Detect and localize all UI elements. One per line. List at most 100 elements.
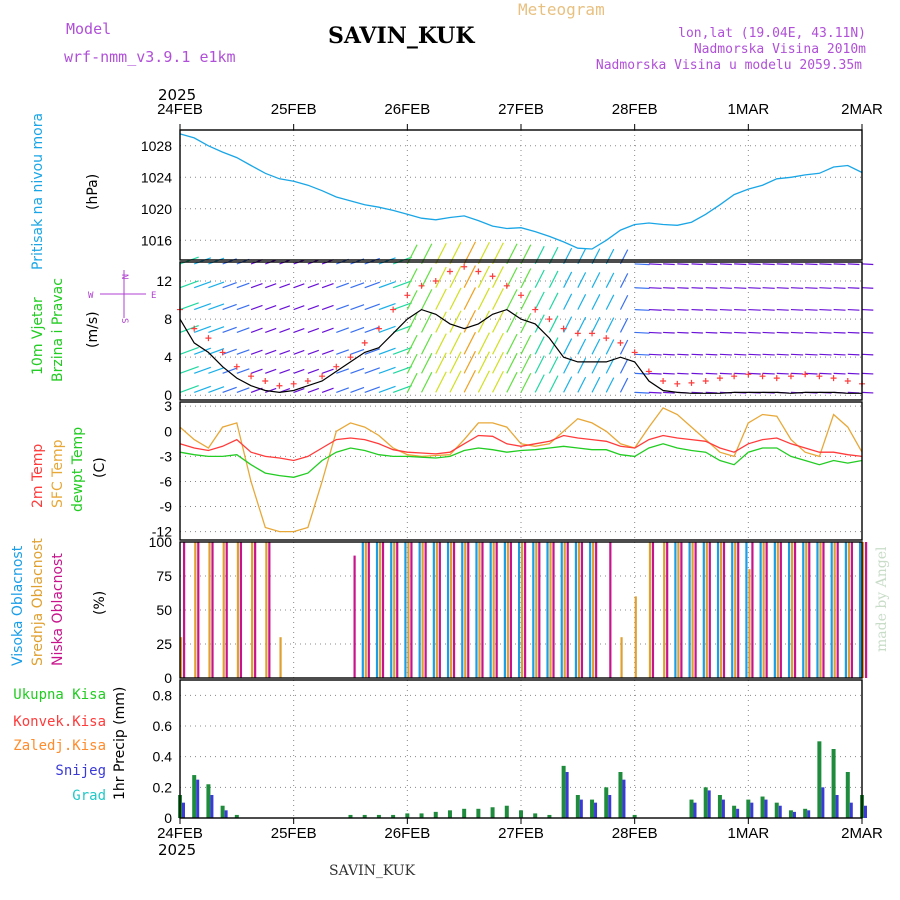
wind-arrow	[648, 263, 662, 266]
wind-arrow	[406, 244, 418, 265]
precip-bar	[348, 814, 353, 818]
wind-arrow	[520, 290, 532, 310]
precip-bar	[845, 772, 850, 818]
precip-bar	[788, 810, 793, 818]
wind-arrow	[463, 287, 476, 310]
cloud-bar	[688, 542, 691, 678]
wind-gust-marker	[773, 375, 780, 382]
temp-units: (C)	[92, 457, 108, 478]
wind-arrow	[790, 308, 804, 311]
wind-arrow	[279, 328, 291, 333]
cloud-bar	[478, 542, 481, 678]
cloud-units: (%)	[92, 591, 108, 615]
wind-panel-frame	[179, 261, 863, 401]
wind-arrow	[790, 353, 804, 356]
cloud-bar	[532, 542, 535, 678]
precip-tick-label: 0.6	[153, 718, 173, 734]
temp-2m-label: 2m Temp	[30, 444, 46, 508]
wind-arrow	[663, 287, 675, 289]
cloud-bar	[381, 542, 385, 678]
precip-bar	[419, 813, 424, 818]
snow-bar	[864, 805, 867, 818]
wind-arrow	[293, 283, 305, 289]
wind-arrow	[350, 386, 365, 393]
cloud-bar	[410, 542, 413, 678]
cloud-bar	[183, 542, 186, 678]
wind-arrow	[762, 263, 775, 266]
wind-arrow	[734, 287, 747, 289]
time-label-top: 26FEB	[384, 101, 430, 118]
wind-arrow	[762, 353, 775, 356]
pressure-units: (hPa)	[85, 174, 101, 210]
wind-arrow	[279, 368, 291, 374]
time-label-bottom: 28FEB	[612, 825, 658, 842]
snow-bar	[182, 802, 185, 818]
wind-arrow	[364, 386, 380, 393]
wind-arrow	[790, 263, 804, 266]
wind-gust-marker	[731, 373, 738, 380]
wind-arrow	[605, 294, 615, 310]
wind-arrow	[861, 263, 874, 266]
wind-tick-label: 4	[164, 349, 172, 365]
wind-arrow	[819, 263, 832, 266]
cloud-bar	[492, 542, 495, 678]
wind-gust-marker	[404, 292, 411, 299]
time-label-top: 1MAR	[727, 101, 769, 118]
precip-bar	[547, 814, 552, 818]
wind-arrow	[463, 350, 476, 374]
cloud-bar	[552, 542, 555, 678]
sfc-temp-line	[179, 407, 863, 533]
pressure-tick-label: 1020	[141, 201, 172, 217]
wind-arrow	[435, 352, 447, 374]
cloud-bar	[705, 542, 708, 678]
snow-bar	[622, 779, 626, 818]
wind-arrow	[577, 338, 587, 355]
cloud-bar	[251, 542, 254, 678]
wind-gust-marker	[645, 368, 652, 375]
precip-bar	[476, 808, 481, 818]
footer-station: SAVIN_KUK	[329, 863, 416, 879]
wind-arrow	[179, 280, 199, 289]
wind-arrow	[776, 331, 789, 334]
cloud-bar	[765, 542, 768, 678]
wind-arrow	[194, 385, 212, 393]
wind-arrow	[293, 327, 305, 333]
precip-bar	[206, 784, 211, 818]
wind-gust-marker	[518, 292, 524, 299]
wind-arrow	[591, 338, 601, 355]
wind-gust-marker	[574, 330, 581, 337]
wind-gust-marker	[205, 335, 212, 342]
precip-bar	[732, 805, 737, 818]
cloud-bar	[844, 542, 847, 678]
wind-arrow	[279, 283, 291, 289]
wind-arrow	[591, 272, 601, 288]
wind-arrow	[534, 355, 545, 374]
snow-bar	[764, 799, 768, 818]
cloud-bar	[509, 542, 512, 678]
wind-gust-marker	[248, 373, 255, 380]
wind-arrow	[520, 372, 532, 393]
wind-arrow	[805, 287, 818, 289]
cloud-bar	[822, 542, 825, 678]
precip-bar	[447, 810, 452, 818]
wind-gust-marker	[475, 268, 482, 275]
wind-gust-marker	[816, 373, 823, 380]
cloud-tick-label: 25	[156, 636, 172, 652]
time-label-bottom: 27FEB	[498, 825, 544, 842]
cloud-bar	[464, 542, 467, 678]
wind-arrow	[194, 325, 212, 333]
wind-arrow	[534, 314, 545, 333]
wind-arrow	[265, 327, 277, 333]
snow-bar	[210, 795, 214, 818]
cloud-bar	[634, 596, 637, 678]
wind-arrow	[619, 358, 629, 374]
wind-arrow	[477, 332, 490, 355]
wind-arrow	[705, 353, 718, 356]
cloud-bar	[424, 542, 427, 678]
wind-arrow	[449, 265, 462, 288]
model-elevation: Nadmorska Visina u modelu 2059.35m	[596, 58, 862, 73]
wind-gust-marker	[603, 335, 610, 342]
wind-arrow	[265, 387, 277, 393]
dew-temp-line	[179, 443, 863, 478]
wind-arrow	[748, 263, 761, 266]
